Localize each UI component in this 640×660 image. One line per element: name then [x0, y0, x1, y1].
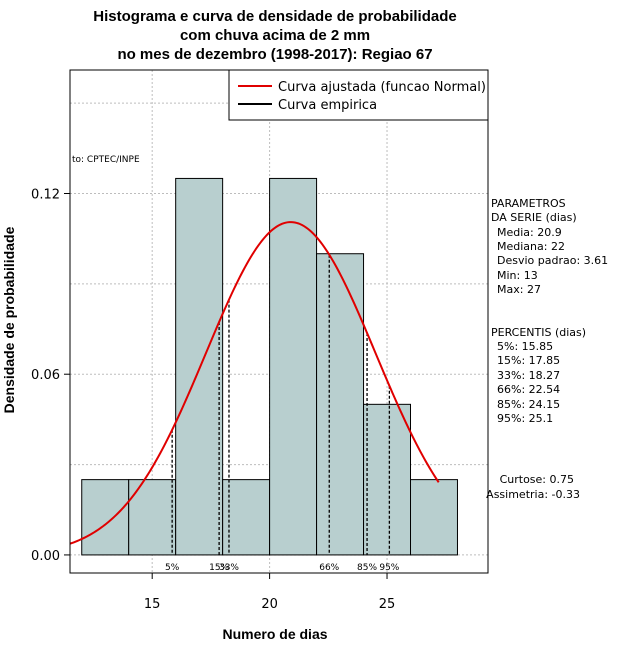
- histogram-bar: [269, 177, 318, 556]
- percentis-line: 66%: 22.54: [497, 383, 560, 396]
- parametros-line: DA SERIE (dias): [491, 211, 577, 224]
- curve-layer: [69, 221, 440, 545]
- histogram-bar: [410, 479, 458, 556]
- chart-title-line-3: no mes de dezembro (1998-2017): Regiao 6…: [117, 46, 432, 63]
- parametros-line: Media: 20.9: [497, 226, 562, 239]
- percentis-panel: PERCENTIS (dias) 5%: 15.85 15%: 17.85 33…: [491, 326, 586, 425]
- x-tick-label: 15: [144, 597, 161, 612]
- x-axis-title: Numero de dias: [222, 626, 327, 642]
- parametros-line: Mediana: 22: [497, 240, 565, 253]
- chart-title-line-2: com chuva acima de 2 mm: [180, 27, 370, 44]
- axes-layer: 15 20 25 0.00 0.06 0.12: [31, 187, 395, 612]
- y-axis-title: Densidade de probabilidade: [1, 226, 17, 413]
- shape-panel: Curtose: 0.75 Assimetria: -0.33: [486, 473, 580, 501]
- parametros-line: Min: 13: [497, 269, 538, 282]
- histogram-bar: [363, 403, 412, 556]
- percentile-label: 33%: [219, 563, 239, 573]
- source-note: to: CPTEC/INPE: [72, 155, 140, 165]
- percentis-line: 95%: 25.1: [497, 412, 553, 425]
- x-tick-label: 20: [261, 597, 278, 612]
- parametros-line: Desvio padrao: 3.61: [497, 254, 608, 267]
- legend-label-empirical: Curva empirica: [278, 98, 377, 113]
- histogram-bar: [222, 479, 271, 556]
- y-tick-label: 0.12: [31, 187, 60, 202]
- percentile-label: 15%: [209, 563, 229, 573]
- legend: Curva ajustada (funcao Normal) Curva emp…: [228, 69, 489, 121]
- parametros-line: Max: 27: [497, 283, 541, 296]
- y-tick-label: 0.06: [31, 368, 60, 383]
- percentile-label: 95%: [379, 563, 399, 573]
- y-tick-label: 0.00: [31, 549, 60, 564]
- percentile-layer: 5% 15%33% 66% 85% 95%: [165, 254, 400, 573]
- percentile-label: 66%: [319, 563, 339, 573]
- percentis-line: PERCENTIS (dias): [491, 326, 586, 339]
- percentile-label: 85%: [357, 563, 377, 573]
- histogram-bar: [81, 479, 130, 556]
- assimetria-text: Assimetria: -0.33: [486, 488, 580, 501]
- normal-density-curve: [69, 221, 440, 545]
- percentis-line: 33%: 18.27: [497, 369, 560, 382]
- parametros-panel: PARAMETROS DA SERIE (dias) Media: 20.9 M…: [491, 197, 608, 296]
- percentis-line: 5%: 15.85: [497, 340, 553, 353]
- chart-title-line-1: Histograma e curva de densidade de proba…: [93, 8, 456, 25]
- legend-label-normal: Curva ajustada (funcao Normal): [278, 80, 486, 95]
- parametros-line: PARAMETROS: [491, 197, 566, 210]
- percentis-line: 85%: 24.15: [497, 398, 560, 411]
- x-tick-label: 25: [379, 597, 396, 612]
- legend-box: [228, 69, 489, 121]
- percentis-line: 15%: 17.85: [497, 354, 560, 367]
- curtose-text: Curtose: 0.75: [500, 473, 574, 486]
- percentile-label: 5%: [165, 563, 180, 573]
- histogram-bar: [316, 253, 365, 556]
- bars-layer: [81, 177, 458, 556]
